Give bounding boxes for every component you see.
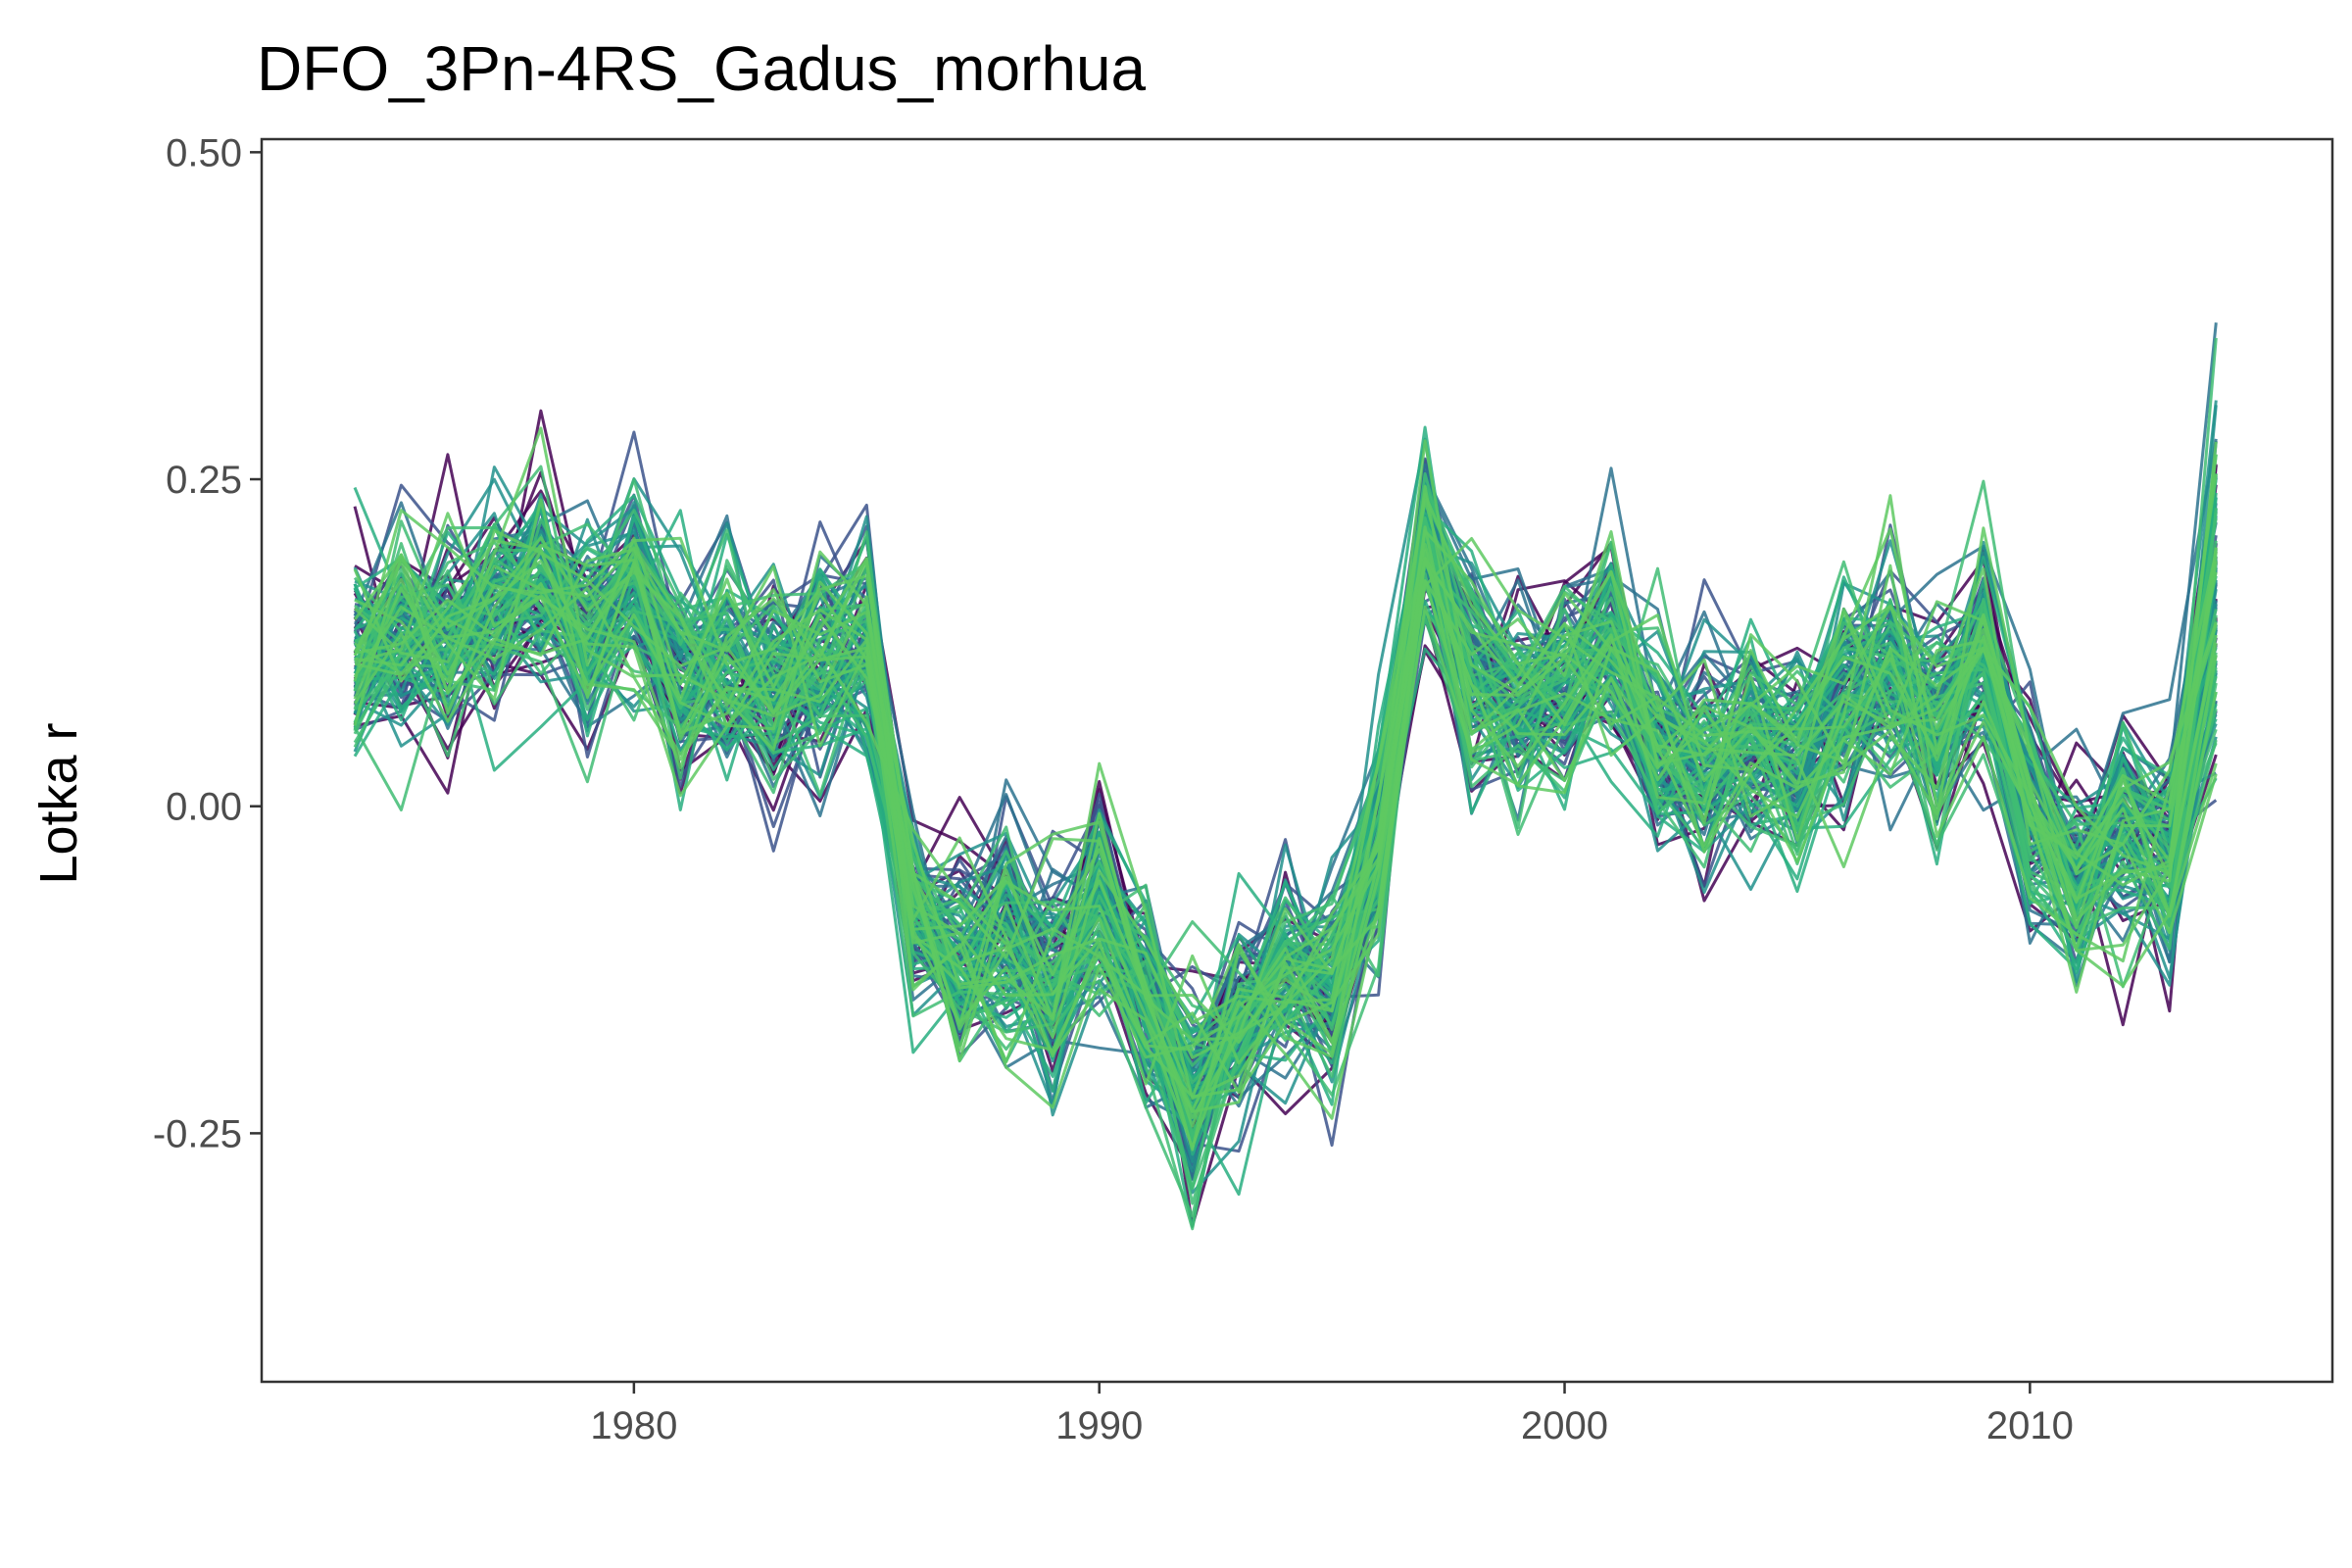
y-tick-label: 0.00 xyxy=(166,786,242,829)
x-tick-label: 1990 xyxy=(1055,1404,1143,1447)
y-axis-label: Lotka r xyxy=(29,722,88,884)
series-line xyxy=(353,522,2218,1137)
y-tick-label: 0.25 xyxy=(166,459,242,502)
series-line xyxy=(353,509,2218,1113)
chart-title: DFO_3Pn-4RS_Gadus_morhua xyxy=(257,33,1147,104)
x-axis: 1980 1990 2000 2010 xyxy=(590,1382,2074,1447)
series-line xyxy=(353,560,2218,1150)
series-line xyxy=(354,454,2218,1040)
series-line xyxy=(354,426,2218,1042)
y-tick-label: 0.50 xyxy=(166,131,242,174)
series-line xyxy=(354,539,2218,1095)
series-layer xyxy=(353,322,2218,1231)
x-tick-label: 2010 xyxy=(1986,1404,2074,1447)
plot-panel xyxy=(260,137,2334,1384)
series-line xyxy=(353,526,2218,1099)
y-tick-label: -0.25 xyxy=(153,1112,242,1155)
x-tick-label: 2000 xyxy=(1521,1404,1608,1447)
series-line xyxy=(353,530,2218,1101)
x-tick-label: 1980 xyxy=(590,1404,677,1447)
y-axis: 0.50 0.25 0.00 -0.25 xyxy=(153,131,262,1155)
series-line xyxy=(353,564,2218,1190)
series-line xyxy=(354,557,2218,1099)
